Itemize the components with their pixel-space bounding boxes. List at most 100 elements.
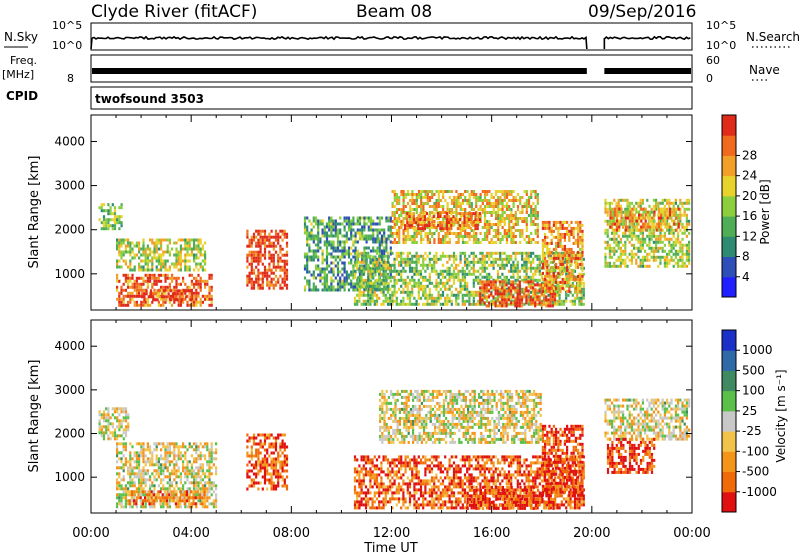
heatmap-cell: [622, 210, 625, 214]
heatmap-cell: [629, 207, 632, 211]
heatmap-cell: [144, 297, 147, 301]
heatmap-cell: [332, 234, 335, 238]
heatmap-cell: [373, 290, 376, 294]
heatmap-cell: [496, 298, 499, 302]
heatmap-cell: [550, 280, 553, 284]
heatmap-cell: [371, 284, 374, 288]
heatmap-cell: [426, 199, 429, 202]
heatmap-cell: [361, 216, 364, 220]
heatmap-cell: [395, 193, 399, 196]
heatmap-cell: [118, 247, 121, 251]
heatmap-cell: [197, 282, 200, 286]
heatmap-cell: [472, 212, 475, 216]
heatmap-cell: [347, 222, 351, 226]
heatmap-cell: [303, 231, 307, 235]
heatmap-cell: [516, 289, 519, 293]
heatmap-cell: [334, 231, 337, 235]
heatmap-cell: [433, 205, 436, 208]
heatmap-cell: [652, 216, 655, 220]
heatmap-cell: [461, 224, 464, 228]
heatmap-cell: [175, 253, 178, 257]
heatmap-cell: [417, 224, 420, 228]
heatmap-cell: [426, 202, 429, 205]
heatmap-cell: [250, 271, 253, 275]
heatmap-cell: [470, 251, 473, 255]
heatmap-cell: [523, 260, 526, 264]
heatmap-cell: [550, 226, 553, 230]
heatmap-cell: [655, 234, 658, 238]
heatmap-cell: [380, 302, 383, 306]
heatmap-cell: [98, 428, 101, 432]
heatmap-cell: [661, 234, 664, 238]
heatmap-cell: [358, 237, 362, 241]
heatmap-cell: [120, 238, 123, 242]
heatmap-cell: [557, 253, 560, 257]
heatmap-cell: [470, 193, 473, 196]
heatmap-cell: [383, 252, 386, 256]
heatmap-cell: [672, 252, 675, 256]
heatmap-cell: [529, 260, 533, 264]
heatmap-cell: [341, 249, 344, 253]
heatmap-cell: [437, 272, 440, 276]
heatmap-cell: [561, 259, 564, 263]
heatmap-cell: [151, 285, 154, 289]
heatmap-cell: [140, 300, 143, 304]
heatmap-cell: [255, 229, 258, 233]
heatmap-cell: [479, 278, 482, 282]
heatmap-cell: [508, 235, 511, 238]
heatmap-cell: [642, 210, 645, 214]
heatmap-cell: [452, 251, 456, 255]
heatmap-cell: [613, 222, 616, 226]
heatmap-cell: [649, 210, 652, 214]
heatmap-cell: [470, 293, 473, 297]
heatmap-cell: [420, 196, 423, 199]
heatmap-cell: [559, 226, 562, 230]
heatmap-cell: [571, 299, 574, 303]
heatmap-cell: [257, 229, 260, 233]
heatmap-cell: [507, 257, 511, 261]
heatmap-cell: [411, 208, 414, 211]
heatmap-cell: [534, 205, 537, 208]
heatmap-cell: [672, 231, 675, 235]
heatmap-cell: [186, 294, 189, 298]
heatmap-cell: [270, 235, 273, 239]
heatmap-cell: [639, 258, 642, 262]
heatmap-cell: [527, 278, 530, 282]
heatmap-cell: [312, 219, 315, 223]
heatmap-cell: [367, 272, 370, 276]
heatmap-cell: [393, 193, 396, 196]
heatmap-cell: [353, 275, 357, 279]
heatmap-cell: [525, 293, 528, 297]
heatmap-cell: [573, 260, 577, 264]
heatmap-cell: [448, 269, 451, 273]
heatmap-cell: [266, 277, 269, 281]
heatmap-cell: [118, 253, 121, 257]
heatmap-cell: [536, 217, 539, 220]
heatmap-cell: [565, 296, 568, 300]
heatmap-cell: [152, 298, 155, 302]
heatmap-cell: [538, 289, 541, 293]
heatmap-cell: [648, 234, 651, 238]
heatmap-cell: [266, 280, 269, 284]
heatmap-cell: [548, 274, 551, 278]
heatmap-cell: [433, 266, 436, 270]
heatmap-cell: [450, 199, 454, 202]
heatmap-cell: [102, 437, 106, 441]
heatmap-cell: [650, 246, 653, 250]
heatmap-cell: [454, 221, 457, 225]
heatmap-cell: [160, 292, 164, 296]
heatmap-cell: [541, 253, 544, 257]
heatmap-cell: [542, 298, 546, 302]
heatmap-cell: [395, 290, 398, 294]
heatmap-cell: [574, 226, 577, 230]
colorbar-tick-label: 20: [742, 189, 757, 203]
heatmap-cell: [210, 285, 213, 289]
heatmap-cell: [437, 232, 440, 235]
heatmap-cell: [157, 238, 160, 242]
heatmap-cell: [536, 223, 539, 226]
heatmap-cell: [175, 282, 178, 286]
heatmap-cell: [433, 220, 436, 223]
heatmap-cell: [659, 201, 662, 205]
heatmap-cell: [527, 214, 531, 217]
heatmap-cell: [628, 258, 631, 262]
